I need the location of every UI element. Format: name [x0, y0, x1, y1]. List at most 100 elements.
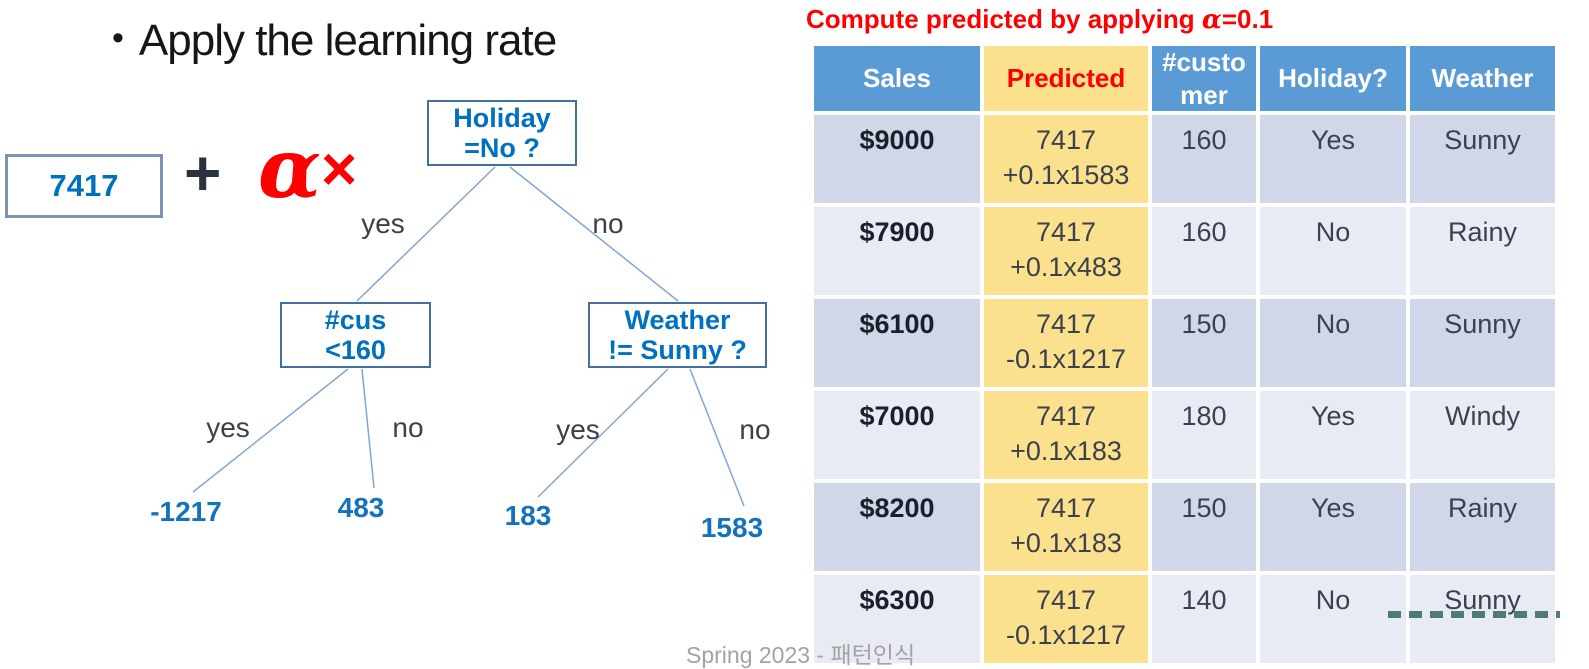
predicted-cell-line: 7417: [1035, 309, 1097, 339]
watermark-fragment: [1388, 611, 1560, 618]
leaf-value-left-no: 483: [337, 492, 385, 523]
predicted-cell-line: 7417: [1035, 125, 1097, 155]
table-row: $6300 7417 -0.1x1217 140 No Sunny: [814, 575, 1555, 663]
branch-label-left-yes: yes: [206, 412, 250, 443]
weather-cell-line: Rainy: [1447, 217, 1518, 247]
customers-cell-line: 160: [1181, 217, 1227, 247]
tree-node-weather-line1: Weather: [624, 304, 731, 335]
sales-cell: $8200: [814, 483, 980, 571]
weather-cell: Sunny: [1410, 115, 1555, 203]
prediction-table: Sales Predicted #customer Holiday? Weath…: [810, 42, 1559, 667]
holiday-cell-line: No: [1315, 585, 1351, 615]
leaf-value-left-yes: -1217: [150, 496, 222, 527]
table-title-prefix: Compute predicted by applying: [806, 4, 1202, 34]
predicted-cell-line: 7417: [1035, 217, 1097, 247]
branch-label-right-no: no: [739, 414, 771, 445]
weather-cell: Rainy: [1410, 207, 1555, 295]
customers-cell-line: 180: [1181, 401, 1227, 431]
customers-cell: 180: [1152, 391, 1256, 479]
customers-cell: 160: [1152, 115, 1256, 203]
predicted-cell-line: +0.1x483: [1010, 252, 1122, 283]
tree-edge-right-no: [689, 368, 745, 507]
tree-edge-right-yes: [537, 368, 669, 498]
table-row: $9000 7417 +0.1x1583 160 Yes Sunny: [814, 115, 1555, 203]
customers-cell-line: 160: [1181, 125, 1227, 155]
tree-node-weather: Weather != Sunny ?: [588, 302, 767, 368]
tree-node-customers-line1: #cus: [324, 304, 387, 335]
predicted-cell: 7417 -0.1x1217: [984, 575, 1148, 663]
weather-cell-line: Windy: [1444, 401, 1520, 431]
sales-cell-line: $6100: [859, 309, 935, 339]
base-prediction-value: 7417: [49, 168, 119, 203]
holiday-cell: Yes: [1260, 391, 1406, 479]
holiday-cell: No: [1260, 299, 1406, 387]
holiday-cell: No: [1260, 207, 1406, 295]
tree-node-customers-line2: <160: [325, 335, 386, 365]
column-header-weather: Weather: [1410, 46, 1555, 111]
predicted-cell-line: 7417: [1035, 493, 1097, 523]
customers-cell: 150: [1152, 299, 1256, 387]
column-header-sales: Sales: [814, 46, 980, 111]
predicted-cell-line: +0.1x183: [1010, 528, 1122, 559]
leaf-value-right-yes: 183: [504, 500, 552, 531]
customers-cell: 140: [1152, 575, 1256, 663]
weather-cell: Sunny: [1410, 575, 1555, 663]
customers-cell-line: 150: [1181, 309, 1227, 339]
sales-cell-line: $6300: [859, 585, 935, 615]
tree-node-holiday-line2: =No ?: [464, 133, 540, 163]
predicted-cell-line: +0.1x183: [1010, 436, 1122, 467]
sales-cell: $7900: [814, 207, 980, 295]
weather-cell-line: Sunny: [1444, 585, 1521, 615]
table-header-row: Sales Predicted #customer Holiday? Weath…: [814, 46, 1555, 111]
predicted-cell: 7417 +0.1x483: [984, 207, 1148, 295]
sales-cell: $6300: [814, 575, 980, 663]
tree-node-customers: #cus <160: [280, 302, 431, 368]
weather-cell-line: Sunny: [1444, 309, 1521, 339]
predicted-cell-line: 7417: [1035, 585, 1097, 615]
table-row: $8200 7417 +0.1x183 150 Yes Rainy: [814, 483, 1555, 571]
customers-cell: 160: [1152, 207, 1256, 295]
table-title: Compute predicted by applying α=0.1: [806, 4, 1273, 35]
sales-cell: $7000: [814, 391, 980, 479]
predicted-cell: 7417 +0.1x183: [984, 391, 1148, 479]
holiday-cell-line: No: [1315, 309, 1351, 339]
table-title-suffix: =0.1: [1221, 4, 1274, 34]
table-row: $6100 7417 -0.1x1217 150 No Sunny: [814, 299, 1555, 387]
column-header-predicted: Predicted: [984, 46, 1148, 111]
tree-edge-left-no: [361, 368, 375, 489]
weather-cell-line: Rainy: [1447, 493, 1518, 523]
page-title: • Apply the learning rate: [112, 16, 557, 66]
sales-cell-line: $8200: [859, 493, 935, 523]
tree-edges: [192, 166, 745, 507]
bullet-marker: •: [112, 19, 124, 57]
weather-cell: Rainy: [1410, 483, 1555, 571]
holiday-cell: Yes: [1260, 483, 1406, 571]
table-header: Sales Predicted #customer Holiday? Weath…: [814, 46, 1555, 111]
tree-node-holiday: Holiday =No ?: [427, 100, 577, 166]
tree-node-weather-line2: != Sunny ?: [608, 335, 747, 365]
holiday-cell: Yes: [1260, 115, 1406, 203]
table-title-alpha: α: [1201, 5, 1222, 35]
tree-edge-left-yes: [192, 368, 349, 493]
customers-cell: 150: [1152, 483, 1256, 571]
predicted-cell-line: -0.1x1217: [1005, 620, 1127, 651]
weather-cell-line: Sunny: [1444, 125, 1521, 155]
holiday-cell: No: [1260, 575, 1406, 663]
leaf-value-right-no: 1583: [700, 512, 764, 543]
holiday-cell-line: No: [1315, 217, 1351, 247]
plus-operator: +: [184, 137, 222, 209]
tree-edge-root-no: [509, 166, 679, 302]
sales-cell-line: $9000: [859, 125, 935, 155]
tree-node-holiday-line1: Holiday: [453, 102, 551, 133]
weather-cell: Windy: [1410, 391, 1555, 479]
predicted-cell-line: -0.1x1217: [1005, 344, 1127, 375]
multiply-symbol: ×: [321, 135, 358, 204]
base-prediction-box: 7417: [5, 154, 163, 218]
weather-cell: Sunny: [1410, 299, 1555, 387]
customers-cell-line: 140: [1181, 585, 1227, 615]
table-body: $9000 7417 +0.1x1583 160 Yes Sunny $7900 7417 +0…: [814, 115, 1555, 663]
holiday-cell-line: Yes: [1310, 401, 1356, 431]
sales-cell: $9000: [814, 115, 980, 203]
branch-label-left-no: no: [392, 412, 424, 443]
